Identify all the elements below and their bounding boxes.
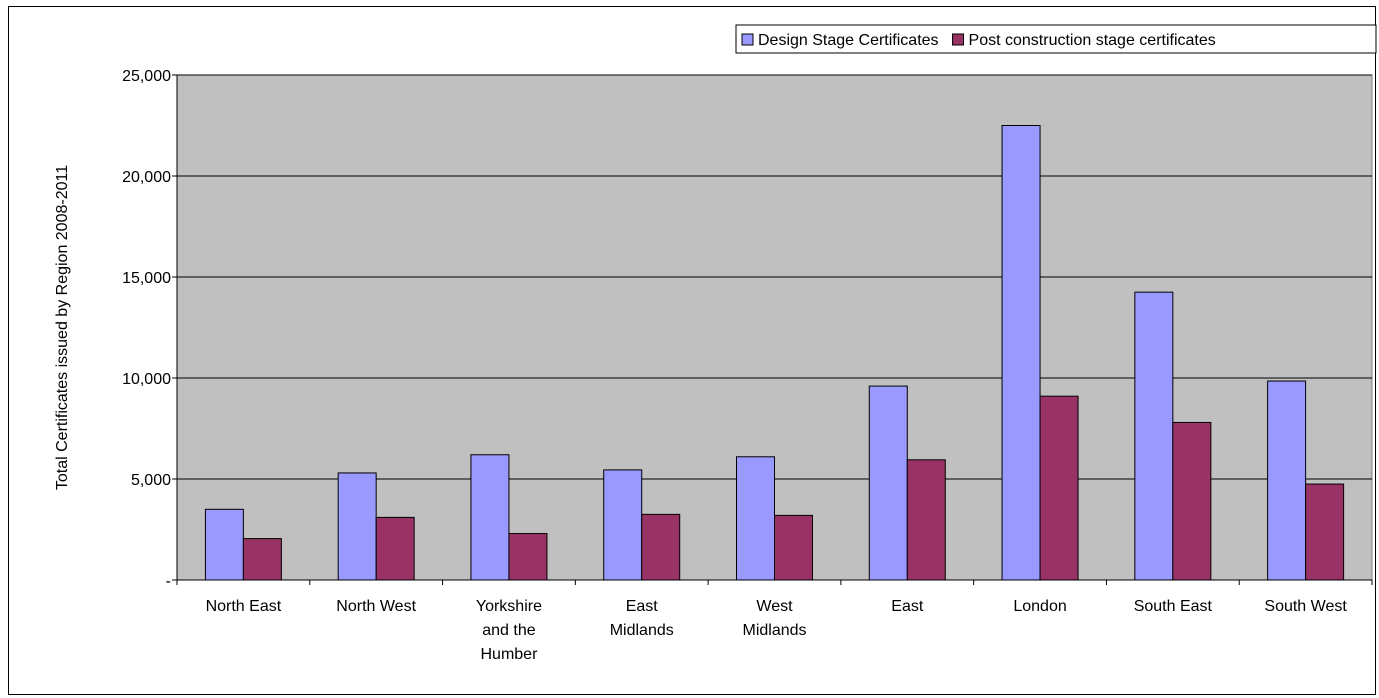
x-category-label: South West — [1264, 598, 1347, 615]
legend-swatch — [741, 33, 754, 46]
bar — [508, 533, 548, 581]
x-category-label: Midlands — [610, 622, 674, 639]
bar — [204, 508, 244, 581]
y-axis-title: Total Certificates issued by Region 2008… — [54, 165, 71, 490]
bar — [868, 385, 908, 581]
x-category-label: London — [1013, 598, 1066, 615]
x-category-label: and the — [482, 622, 535, 639]
bar — [1134, 291, 1174, 581]
legend-swatch — [952, 33, 965, 46]
legend — [735, 24, 1377, 54]
bar — [470, 454, 510, 581]
x-category-label: West — [756, 598, 793, 615]
bar — [736, 456, 775, 581]
y-tick-label: 20,000 — [122, 169, 171, 186]
bar — [375, 516, 415, 581]
bar — [242, 538, 282, 581]
x-category-label: East — [891, 598, 924, 615]
x-category-label: North West — [336, 598, 416, 615]
legend-label: Design Stage Certificates — [758, 32, 939, 49]
x-category-label: East — [626, 598, 659, 615]
x-category-label: Humber — [480, 646, 538, 663]
y-tick-label: - — [166, 573, 171, 590]
y-tick-label: 15,000 — [122, 270, 171, 287]
x-category-label: North East — [206, 598, 282, 615]
bar — [1267, 380, 1307, 581]
bar — [603, 469, 643, 581]
y-tick-label: 10,000 — [122, 371, 171, 388]
y-tick-label: 5,000 — [131, 472, 171, 489]
bar — [337, 472, 377, 581]
bar — [1039, 395, 1079, 581]
x-category-label: South East — [1134, 598, 1213, 615]
bar — [1305, 483, 1345, 581]
bar — [1001, 125, 1041, 581]
y-tick-label: 25,000 — [122, 68, 171, 85]
bar — [906, 459, 946, 581]
x-category-label: Midlands — [742, 622, 806, 639]
bar — [1172, 421, 1212, 581]
legend-label: Post construction stage certificates — [969, 32, 1216, 49]
x-category-label: Yorkshire — [476, 598, 542, 615]
bar — [774, 514, 813, 581]
bar — [641, 513, 681, 581]
